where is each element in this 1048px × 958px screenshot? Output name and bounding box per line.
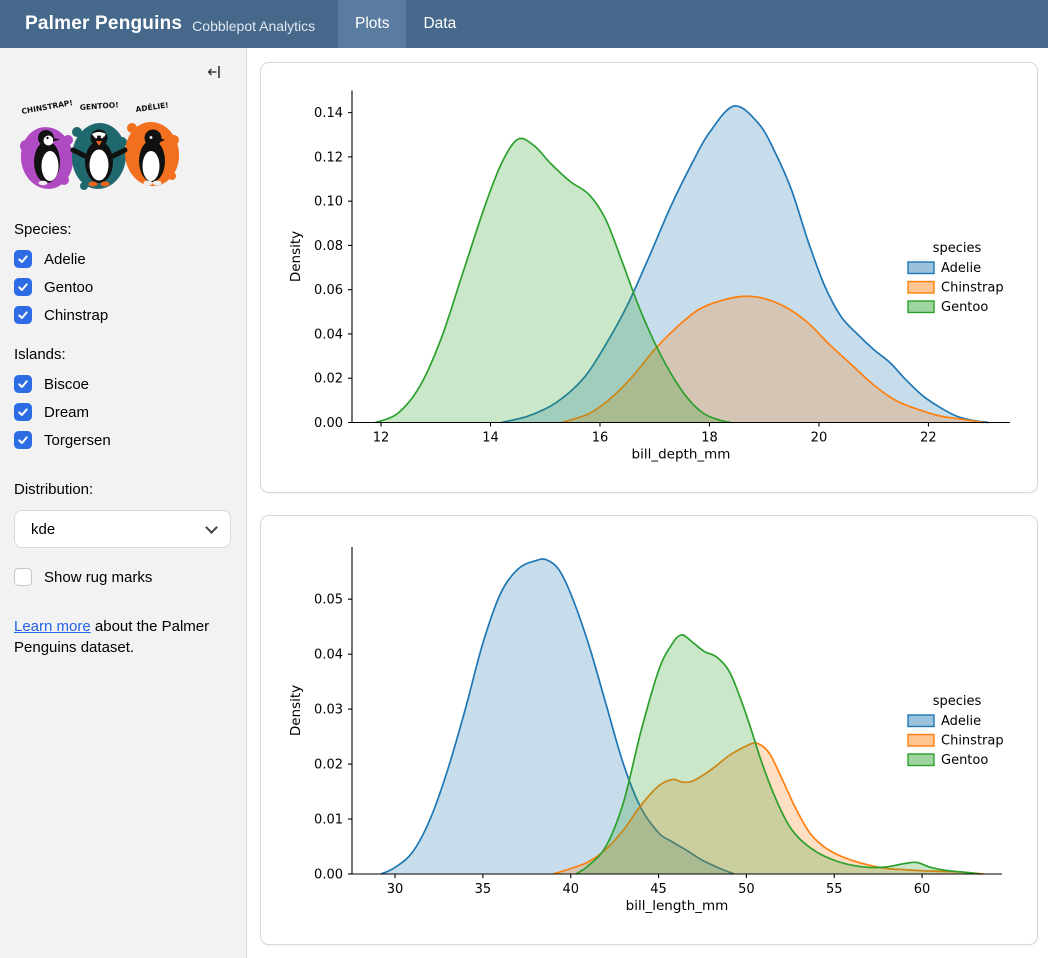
- svg-text:0.03: 0.03: [314, 703, 343, 718]
- svg-text:12: 12: [373, 431, 390, 446]
- learn-more-link[interactable]: Learn more: [14, 618, 91, 635]
- artwork-label-gentoo: GENTOO!: [80, 100, 119, 112]
- brand: Palmer Penguins Cobblepot Analytics: [0, 0, 338, 48]
- svg-text:Adelie: Adelie: [941, 714, 981, 729]
- check-icon: [17, 309, 29, 321]
- svg-text:species: species: [933, 694, 982, 709]
- svg-text:0.01: 0.01: [314, 813, 343, 828]
- checkbox-label[interactable]: Torgersen: [44, 432, 111, 449]
- svg-text:18: 18: [701, 431, 718, 446]
- svg-text:55: 55: [826, 882, 843, 897]
- artwork-label-adelie: ADÉLIE!: [135, 100, 169, 114]
- bill-depth-kde-chart: 12 14 16 18 20 22 0.00 0.02 0.04 0.06 0.08 0.10 0.12…: [261, 63, 1037, 492]
- distribution-group: Distribution: kde: [14, 481, 230, 548]
- distribution-select[interactable]: kde: [14, 510, 231, 548]
- svg-text:0.00: 0.00: [314, 416, 343, 431]
- check-icon: [17, 253, 29, 265]
- species-group-label: Species:: [14, 221, 230, 238]
- svg-text:Chinstrap: Chinstrap: [941, 734, 1004, 749]
- svg-text:0.02: 0.02: [314, 372, 343, 387]
- checkbox-adelie[interactable]: [14, 250, 32, 268]
- svg-text:0.05: 0.05: [314, 593, 343, 608]
- species-filter-group: Species: Adelie Gentoo Chinstrap: [14, 221, 230, 324]
- arrow-bar-left-icon: [206, 68, 222, 83]
- svg-text:Chinstrap: Chinstrap: [941, 281, 1004, 296]
- penguin-artwork: CHINSTRAP! GENTOO! ADÉLIE!: [14, 98, 230, 203]
- svg-text:bill_depth_mm: bill_depth_mm: [632, 447, 731, 463]
- svg-text:40: 40: [562, 882, 579, 897]
- distribution-select-value: kde: [31, 521, 55, 538]
- checkbox-chinstrap[interactable]: [14, 306, 32, 324]
- svg-text:0.04: 0.04: [314, 327, 343, 342]
- learn-more-text: Learn more about the Palmer Penguins dat…: [14, 616, 219, 658]
- checkbox-row-chinstrap[interactable]: Chinstrap: [14, 306, 230, 324]
- app-title: Palmer Penguins: [25, 13, 182, 35]
- checkbox-label[interactable]: Adelie: [44, 251, 86, 268]
- rug-marks-label[interactable]: Show rug marks: [44, 569, 152, 586]
- tab-plots[interactable]: Plots: [338, 0, 406, 48]
- checkbox-gentoo[interactable]: [14, 278, 32, 296]
- card-bill-depth: 12 14 16 18 20 22 0.00 0.02 0.04 0.06 0.08 0.10 0.12…: [260, 62, 1038, 493]
- nav-tabs: Plots Data: [338, 0, 473, 48]
- svg-text:22: 22: [920, 431, 937, 446]
- svg-text:Density: Density: [288, 231, 304, 282]
- check-icon: [17, 378, 29, 390]
- navbar: Palmer Penguins Cobblepot Analytics Plot…: [0, 0, 1048, 48]
- checkbox-row-gentoo[interactable]: Gentoo: [14, 278, 230, 296]
- islands-filter-group: Islands: Biscoe Dream Torgersen: [14, 346, 230, 449]
- svg-text:0.06: 0.06: [314, 283, 343, 298]
- svg-text:50: 50: [738, 882, 755, 897]
- svg-text:0.08: 0.08: [314, 239, 343, 254]
- checkbox-label[interactable]: Chinstrap: [44, 307, 108, 324]
- sidebar-collapse-button[interactable]: [204, 62, 224, 85]
- check-icon: [17, 434, 29, 446]
- islands-group-label: Islands:: [14, 346, 230, 363]
- main-content: 12 14 16 18 20 22 0.00 0.02 0.04 0.06 0.08 0.10 0.12…: [247, 48, 1048, 958]
- sidebar: CHINSTRAP! GENTOO! ADÉLIE! Species: Adel…: [0, 48, 247, 958]
- checkbox-label[interactable]: Dream: [44, 404, 89, 421]
- bill-length-kde-chart: 30 35 40 45 50 55 60 0.00 0.01 0.02 0.03 0.04 0.05 bi…: [261, 516, 1037, 944]
- svg-text:30: 30: [387, 882, 404, 897]
- check-icon: [17, 406, 29, 418]
- svg-text:species: species: [933, 241, 982, 256]
- svg-text:Adelie: Adelie: [941, 261, 981, 276]
- tab-data[interactable]: Data: [406, 0, 473, 48]
- checkbox-row-adelie[interactable]: Adelie: [14, 250, 230, 268]
- checkbox-row-dream[interactable]: Dream: [14, 403, 230, 421]
- svg-text:Density: Density: [288, 685, 304, 736]
- artwork-label-chinstrap: CHINSTRAP!: [21, 98, 74, 116]
- checkbox-rug-marks[interactable]: [14, 568, 32, 586]
- checkbox-row-biscoe[interactable]: Biscoe: [14, 375, 230, 393]
- svg-text:0.14: 0.14: [314, 106, 343, 121]
- checkbox-row-torgersen[interactable]: Torgersen: [14, 431, 230, 449]
- check-icon: [17, 281, 29, 293]
- app-subtitle: Cobblepot Analytics: [192, 18, 315, 34]
- checkbox-label[interactable]: Biscoe: [44, 376, 89, 393]
- checkbox-torgersen[interactable]: [14, 431, 32, 449]
- distribution-label: Distribution:: [14, 481, 230, 498]
- svg-text:20: 20: [811, 431, 828, 446]
- svg-text:bill_length_mm: bill_length_mm: [626, 898, 729, 914]
- chevron-down-icon: [205, 521, 218, 534]
- checkbox-biscoe[interactable]: [14, 375, 32, 393]
- svg-text:Gentoo: Gentoo: [941, 753, 988, 768]
- svg-text:16: 16: [592, 431, 609, 446]
- rug-marks-row[interactable]: Show rug marks: [14, 568, 230, 586]
- svg-text:Gentoo: Gentoo: [941, 300, 988, 315]
- svg-text:35: 35: [475, 882, 492, 897]
- svg-text:0.00: 0.00: [314, 868, 343, 883]
- svg-text:0.12: 0.12: [314, 150, 343, 165]
- svg-text:60: 60: [914, 882, 931, 897]
- svg-text:0.10: 0.10: [314, 195, 343, 210]
- checkbox-label[interactable]: Gentoo: [44, 279, 93, 296]
- svg-text:45: 45: [650, 882, 667, 897]
- svg-text:0.04: 0.04: [314, 648, 343, 663]
- svg-text:0.02: 0.02: [314, 758, 343, 773]
- card-bill-length: 30 35 40 45 50 55 60 0.00 0.01 0.02 0.03 0.04 0.05 bi…: [260, 515, 1038, 945]
- checkbox-dream[interactable]: [14, 403, 32, 421]
- svg-text:14: 14: [482, 431, 499, 446]
